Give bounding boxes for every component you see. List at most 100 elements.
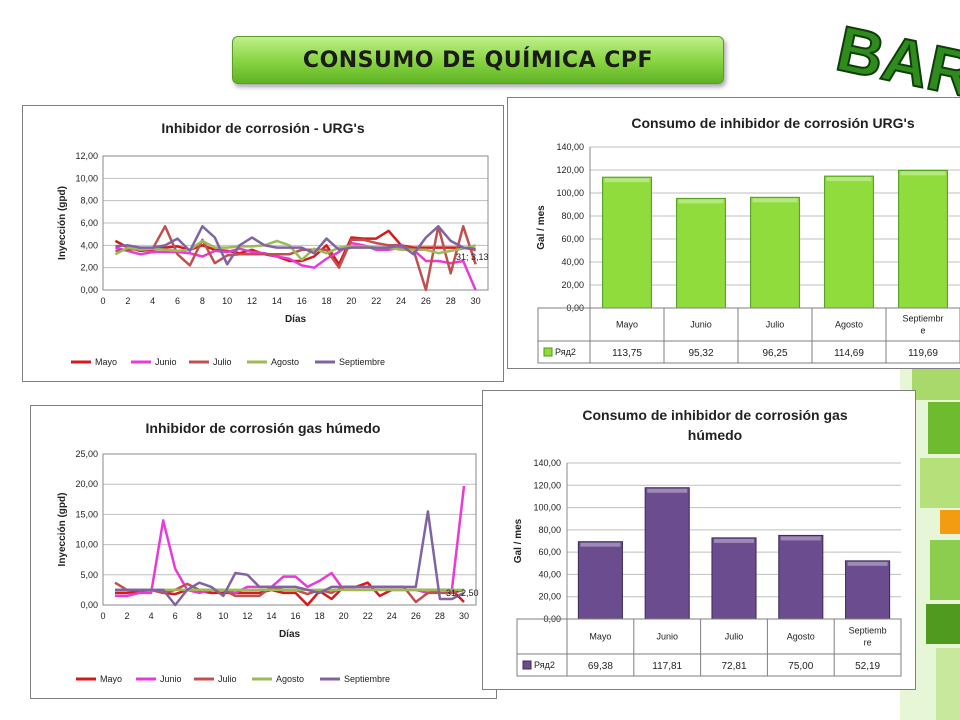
legend-key-swatch [543,347,553,357]
x-tick-label: 30 [471,296,481,306]
x-tick-label: 18 [322,296,332,306]
data-table [516,618,902,677]
y-axis-label: Gal / mes [536,205,547,250]
chart-title-line: húmedo [688,427,742,443]
y-tick-label: 15,00 [75,509,98,519]
y-tick-label: 25,00 [75,449,98,459]
chart-urg-bar: Consumo de inhibidor de corrosión URG's0… [536,115,960,364]
data-annotation: 31; 2,50 [446,588,479,598]
x-tick-label: 4 [149,611,154,621]
y-tick-label: 0,00 [80,285,98,295]
y-tick-label: 100,00 [533,503,561,513]
series-line-junio [115,485,466,598]
plot-area [102,453,477,606]
series-label: Ряд2 [534,660,555,670]
x-tick-label: 8 [197,611,202,621]
category-label: Junio [690,320,712,330]
x-tick-label: 12 [247,296,257,306]
y-tick-label: 80,00 [561,211,584,221]
y-tick-label: 60,00 [561,234,584,244]
x-tick-label: 4 [150,296,155,306]
y-tick-label: 100,00 [556,188,584,198]
x-tick-label: 26 [411,611,421,621]
chart-panel-gas-bar: Consumo de inhibidor de corrosión gas húm… [482,390,916,690]
bar-highlight [900,171,946,176]
bar-septiembre [898,169,948,309]
x-tick-label: 22 [363,611,373,621]
category-label-part: Septiembr [902,314,943,324]
x-tick-label: 20 [346,296,356,306]
category-label: Agosto [835,320,863,330]
bar-junio [644,487,690,620]
bar-julio [750,196,800,309]
y-tick-label: 20,00 [75,479,98,489]
bar-junio [676,197,726,309]
y-axis-label: Gal / mes [513,518,524,563]
y-tick-label: 40,00 [561,257,584,267]
x-tick-label: 2 [125,296,130,306]
chart-title: Consumo de inhibidor de corrosión URG's [631,115,915,131]
y-tick-label: 60,00 [538,547,561,557]
x-tick-label: 6 [173,611,178,621]
x-tick-label: 14 [266,611,276,621]
table-value: 95,32 [688,348,713,359]
x-tick-label: 30 [459,611,469,621]
data-table [537,307,960,364]
bar-mayo [577,541,623,620]
category-label: Mayo [616,320,638,330]
x-tick-label: 28 [446,296,456,306]
y-tick-label: 80,00 [538,525,561,535]
y-tick-label: 40,00 [538,569,561,579]
series-line-septiembre [115,510,465,607]
chart-gas-line: Inhibidor de corrosión gas húmedo 0,00 5,0… [57,420,479,684]
y-tick-label: 5,00 [80,570,98,580]
x-tick-label: 18 [315,611,325,621]
y-tick-label: 10,00 [75,540,98,550]
legend-label-agosto: Agosto [271,357,299,367]
table-value: 52,19 [855,661,880,672]
x-tick-label: 10 [218,611,228,621]
table-value: 119,69 [908,348,938,359]
bar-julio [711,537,757,620]
x-axis-label: Días [279,629,301,640]
legend-label-julio: Julio [218,674,237,684]
legend-label-septiembre: Septiembre [344,674,390,684]
chart-panel-gas-line: Inhibidor de corrosión gas húmedo 0,00 5,0… [30,405,497,699]
bar-highlight [713,538,755,543]
x-tick-label: 14 [272,296,282,306]
x-tick-label: 6 [175,296,180,306]
x-tick-label: 0 [100,611,105,621]
bar-highlight [604,178,650,183]
category-label: Mayo [589,632,611,642]
y-tick-label: 10,00 [75,173,98,183]
chart-urg-line: Inhibidor de corrosión - URG's 0,00 2,00 4,… [57,120,489,367]
y-tick-label: 2,00 [80,263,98,273]
legend-key-swatch [522,660,532,670]
y-axis-label: Inyección (gpd) [57,493,68,567]
legend-label-junio: Junio [155,357,177,367]
y-tick-label: 12,00 [75,151,98,161]
x-tick-label: 16 [297,296,307,306]
y-axis-label: Inyección (gpd) [57,186,68,260]
chart-panel-urg-bar: Consumo de inhibidor de corrosión URG's 0… [507,97,960,369]
data-annotation: 31; 3,13 [456,252,489,262]
x-tick-label: 20 [339,611,349,621]
legend-label-mayo: Mayo [95,357,117,367]
y-tick-label: 20,00 [538,592,561,602]
bar-highlight [780,536,821,541]
category-label: Julio [725,632,744,642]
plot-area [102,155,489,291]
y-tick-label: 120,00 [533,480,561,490]
table-value: 113,75 [612,348,642,359]
category-label: Julio [766,320,785,330]
category-label-part: re [864,638,872,648]
x-tick-label: 2 [125,611,130,621]
legend-label-julio: Julio [213,357,232,367]
chart-title: Inhibidor de corrosión gas húmedo [146,420,381,436]
legend-label-agosto: Agosto [276,674,304,684]
category-label: Junio [656,632,678,642]
category-label: Agosto [787,632,815,642]
bar-highlight [752,198,798,203]
x-tick-label: 22 [371,296,381,306]
y-tick-label: 140,00 [533,458,561,468]
